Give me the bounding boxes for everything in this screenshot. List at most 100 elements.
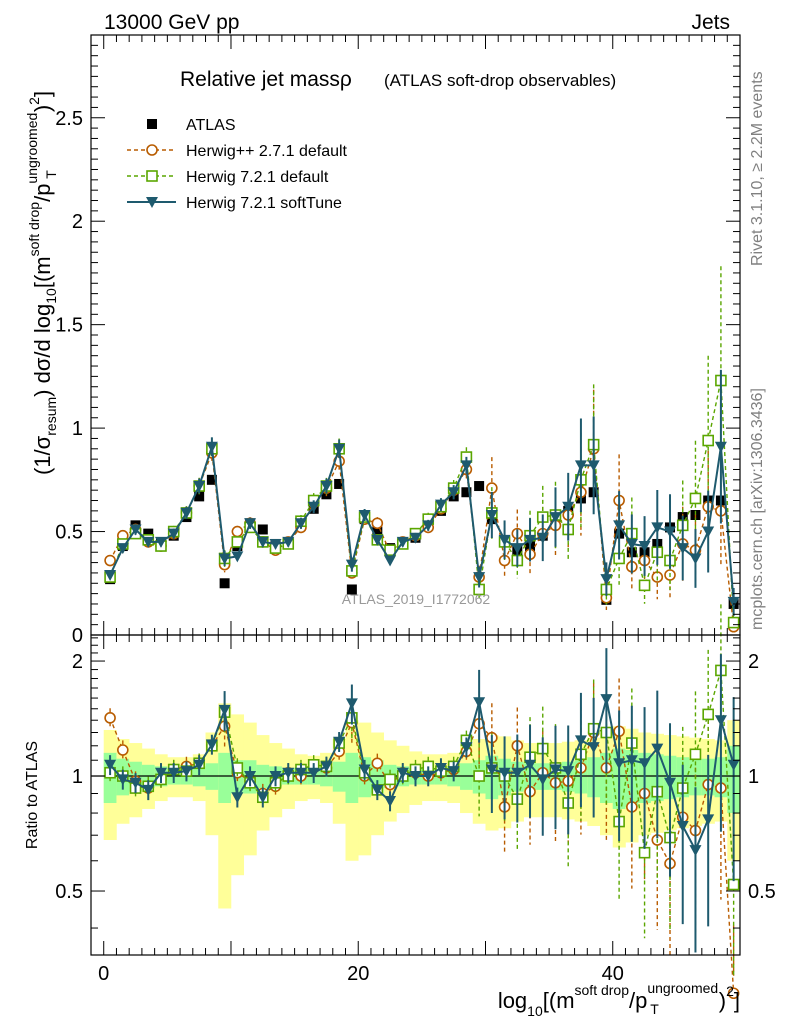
ratio-point — [689, 748, 702, 761]
ratio-band-inner — [332, 761, 346, 792]
ratio-y-tick-label: 1 — [72, 766, 83, 788]
ratio-point — [333, 736, 346, 748]
analysis-watermark: ATLAS_2019_I1772062 — [342, 591, 491, 607]
data-point — [613, 520, 626, 532]
ratio-series-line — [109, 717, 735, 994]
data-point — [409, 532, 422, 544]
ratio-point — [244, 771, 257, 783]
series-line — [109, 446, 735, 602]
data-point — [625, 538, 638, 550]
ratio-point — [702, 814, 715, 826]
ratio-point — [638, 758, 651, 770]
data-point — [257, 524, 268, 535]
ratio-y-tick-label: 0.5 — [55, 881, 83, 903]
data-point — [422, 520, 435, 532]
main-y-tick-label: 2.5 — [55, 108, 83, 130]
chart-title: Relative jet massρ — [180, 68, 352, 91]
data-point — [129, 524, 142, 536]
data-point — [549, 512, 562, 524]
ratio-y-axis-label: Ratio to ATLAS — [24, 741, 41, 849]
ratio-point — [218, 704, 231, 716]
ratio-point — [193, 759, 206, 771]
data-point — [524, 534, 537, 546]
x-tick-label: 20 — [347, 963, 369, 985]
beam-label: 13000 GeV pp — [104, 11, 239, 34]
ratio-point — [562, 766, 575, 778]
ratio-point — [422, 771, 435, 783]
x-tick-label: 40 — [602, 963, 624, 985]
mcplots-info: mcplots.cern.ch [arXiv:1306.3436] — [749, 388, 766, 630]
ratio-band-inner — [218, 752, 232, 803]
data-point — [142, 536, 155, 548]
ratio-plot-marks — [91, 604, 741, 1000]
data-point — [320, 481, 333, 493]
main-y-axis-label: (1/σresum) dσ/d log10[(msoft drop/pungro… — [24, 91, 59, 475]
main-plot-marks — [104, 266, 740, 633]
data-point — [727, 596, 740, 608]
data-point — [384, 544, 396, 556]
data-point — [460, 460, 473, 472]
data-point — [651, 522, 664, 534]
data-point — [282, 536, 295, 548]
main-plot-axes: 0.5 1 1.5 2 2.5 0 — [55, 34, 741, 647]
ratio-point — [498, 767, 511, 779]
data-point — [461, 487, 472, 498]
data-point — [714, 441, 727, 453]
data-point — [307, 501, 320, 513]
data-point — [689, 553, 702, 565]
main-y-tick-label: 0.5 — [55, 522, 83, 544]
ratio-band-inner — [345, 752, 359, 803]
data-point — [372, 526, 383, 537]
ratio-point — [205, 739, 218, 751]
data-point — [498, 534, 511, 546]
ratio-point — [142, 784, 155, 796]
ratio-point — [434, 762, 447, 774]
ratio-point — [536, 774, 549, 786]
data-point — [447, 487, 460, 499]
ratio-series-2 — [104, 648, 740, 953]
legend-label: ATLAS — [186, 117, 236, 134]
data-point — [536, 532, 549, 544]
ratio-point — [104, 712, 116, 724]
data-point — [638, 541, 651, 553]
data-point — [193, 481, 206, 493]
ratio-point — [180, 766, 193, 778]
legend: ATLAS Herwig++ 2.7.1 default Herwig 7.2.1 … — [127, 117, 348, 212]
data-point — [116, 543, 129, 555]
ratio-point — [714, 715, 727, 727]
ratio-point — [473, 697, 486, 709]
ratio-point — [587, 742, 600, 754]
data-point — [371, 517, 384, 530]
data-point — [104, 570, 117, 581]
ratio-point — [116, 774, 129, 786]
ratio-point — [574, 735, 587, 747]
data-point — [167, 528, 180, 540]
data-point — [194, 491, 205, 502]
data-point — [231, 525, 244, 538]
ratio-point — [371, 757, 384, 770]
data-point — [702, 526, 715, 538]
ratio-point — [460, 742, 473, 754]
data-point — [474, 481, 485, 492]
legend-label: Herwig++ 2.7.1 default — [186, 143, 348, 160]
main-y-tick-label-zero: 0 — [72, 625, 83, 647]
legend-marker — [146, 170, 158, 182]
data-point — [727, 616, 740, 629]
data-point — [180, 507, 193, 519]
data-point — [587, 460, 600, 472]
ratio-point — [447, 766, 460, 778]
ratio-point — [117, 744, 129, 756]
x-axis-label: log10[(msoft drop/pungroomed T)2] — [498, 980, 740, 1019]
chart-subtitle: (ATLAS soft-drop observables) — [384, 71, 616, 90]
data-point — [396, 536, 409, 548]
ratio-point — [231, 792, 244, 804]
data-point — [334, 478, 345, 489]
legend-marker — [146, 197, 158, 208]
data-point — [638, 579, 651, 592]
ratio-point — [256, 792, 269, 804]
ratio-point — [600, 694, 613, 706]
data-point — [485, 510, 498, 521]
data-point — [511, 543, 524, 555]
ratio-point — [473, 770, 485, 782]
